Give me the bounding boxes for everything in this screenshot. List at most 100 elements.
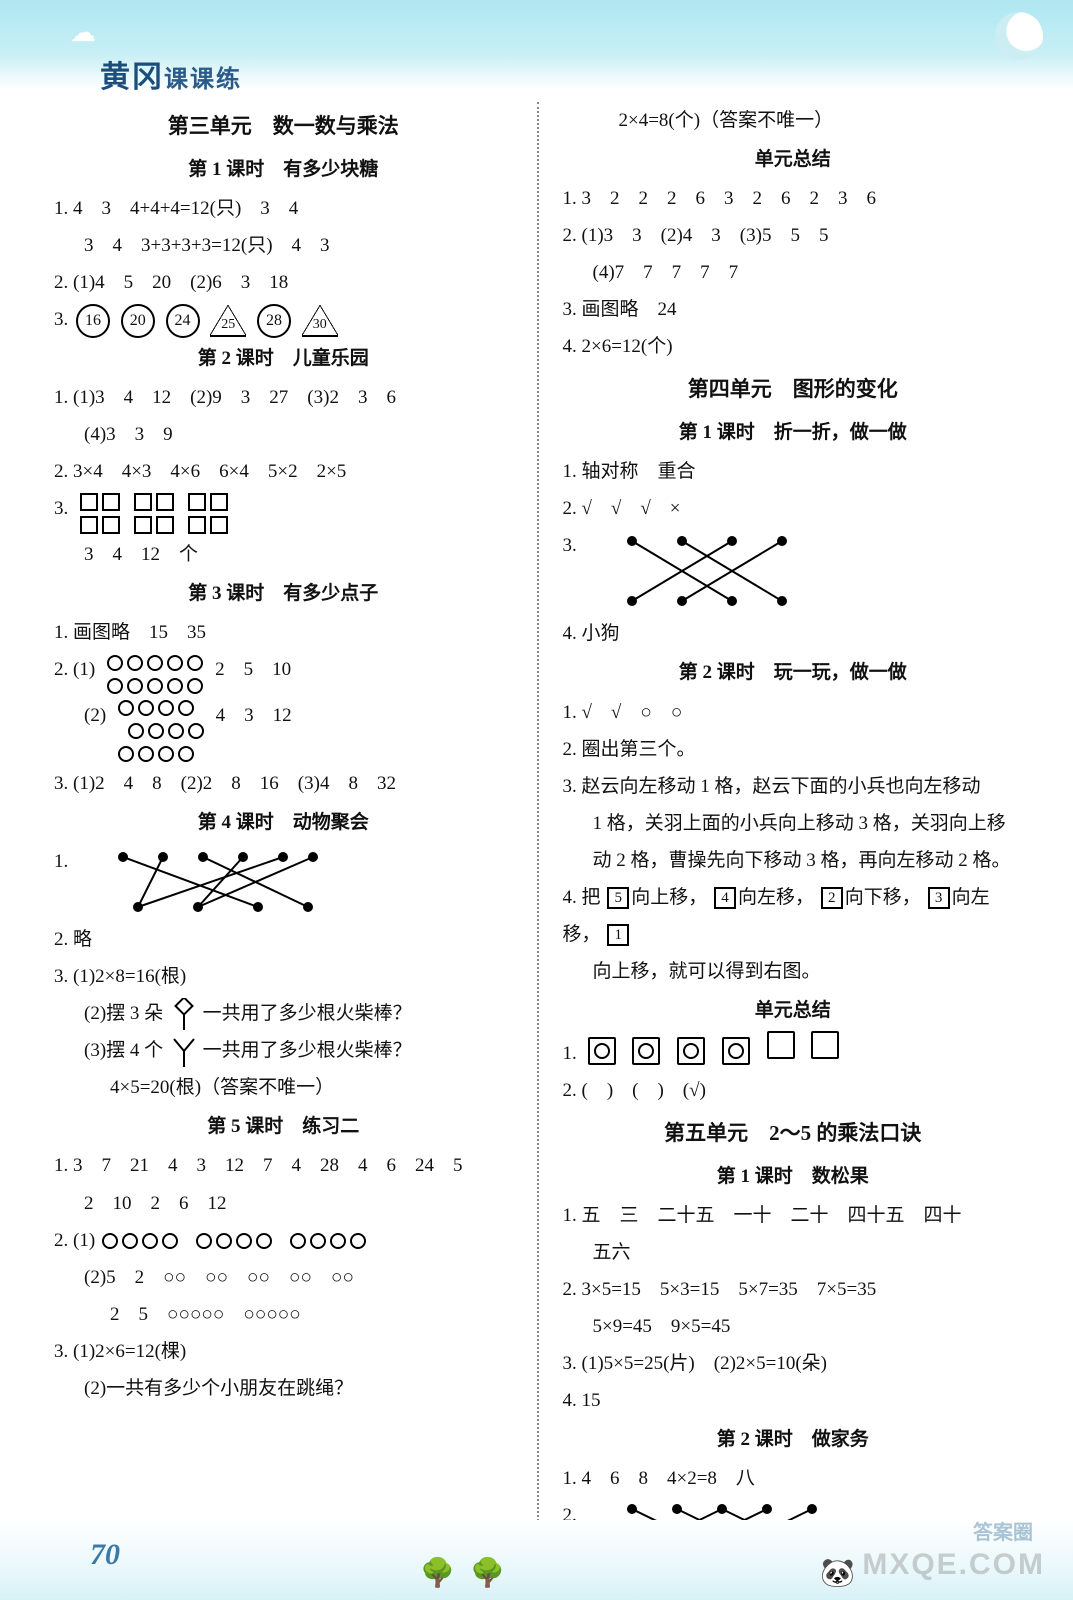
- text-line: 1. 画图略 15 35: [54, 614, 513, 651]
- text-line: 3. 画图略 24: [563, 291, 1024, 328]
- cross-diagram: [617, 531, 797, 611]
- shape-triangle: 25: [210, 305, 246, 337]
- unit-summary-title: 单元总结: [563, 141, 1024, 178]
- watermark-small: 答案圈: [973, 1516, 1033, 1545]
- text-line: 五六: [563, 1234, 1024, 1271]
- text-line: 2. (1)3 3 (2)4 3 (3)5 5 5: [563, 217, 1024, 254]
- square-group: [78, 490, 122, 536]
- q2-2-circles: (2) 4 3 12: [54, 697, 513, 765]
- text-line: 2. 3×4 4×3 4×6 6×4 5×2 2×5: [54, 453, 513, 490]
- q4-move-line: 4. 把 5向上移， 4向左移， 2向下移， 3向左移， 1: [563, 879, 1024, 953]
- prefix: 1.: [563, 1043, 577, 1064]
- boxed-square-icon: [811, 1031, 839, 1059]
- text-line: 1. 4 6 8 4×2=8 八: [563, 1460, 1024, 1497]
- cup-icon: [168, 1035, 198, 1069]
- text-line: (4)3 3 9: [54, 416, 513, 453]
- unit3-title: 第三单元 数一数与乘法: [54, 106, 513, 147]
- brand-suffix: 课课练: [164, 67, 242, 93]
- text-line: 2 10 2 6 12: [54, 1185, 513, 1222]
- shape-circle: 16: [76, 304, 110, 338]
- q3-shapes-row: 3. 16 20 24 25 28 30: [54, 301, 513, 338]
- watermark: MXQE.COM: [862, 1548, 1045, 1582]
- circle-group: [105, 651, 205, 697]
- text-line: 5×9=45 9×5=45: [563, 1308, 1024, 1345]
- text-line: (3)摆 4 个 一共用了多少根火柴棒？: [54, 1032, 513, 1069]
- page-number: 70: [90, 1538, 120, 1572]
- moon-icon: [995, 12, 1043, 60]
- label: (2): [84, 697, 106, 734]
- lesson2-title: 第 2 课时 儿童乐园: [54, 340, 513, 377]
- text-line: 1. √ √ ○ ○: [563, 694, 1024, 731]
- text-line: 3. (1)2×6=12(棵): [54, 1333, 513, 1370]
- text-line: (2)一共有多少个小朋友在跳绳？: [54, 1370, 513, 1407]
- text-line: 2 5 ○○○○○ ○○○○○: [54, 1296, 513, 1333]
- q3-prefix: 3.: [563, 527, 577, 564]
- q1-shape-row: 1.: [563, 1031, 1024, 1072]
- unit4-title: 第四单元 图形的变化: [563, 369, 1024, 410]
- text-line: (4)7 7 7 7 7: [563, 254, 1024, 291]
- right-column: 2×4=8(个)（答案不唯一） 单元总结 1. 3 2 2 2 6 3 2 6 …: [539, 102, 1036, 1565]
- lesson5-title: 第 5 课时 练习二: [54, 1108, 513, 1145]
- text-line: 2. 圈出第三个。: [563, 731, 1024, 768]
- text-line: 3 4 12 个: [54, 536, 513, 573]
- text-line: 1. 五 三 二十五 一十 二十 四十五 四十: [563, 1197, 1024, 1234]
- text-line: 1. (1)3 4 12 (2)9 3 27 (3)2 3 6: [54, 379, 513, 416]
- u5l2-title: 第 2 课时 做家务: [563, 1421, 1024, 1458]
- text-line: 1. 轴对称 重合: [563, 453, 1024, 490]
- boxed-circle-icon: [588, 1037, 616, 1065]
- text-line: 4. 15: [563, 1382, 1024, 1419]
- tail: 4 3 12: [216, 697, 292, 734]
- text-line: 4×5=20(根)（答案不唯一）: [54, 1069, 513, 1106]
- unit-summary-title: 单元总结: [563, 992, 1024, 1029]
- num-box: 5: [607, 887, 629, 909]
- shape-circle: 28: [257, 304, 291, 338]
- text-line: 2. √ √ √ ×: [563, 490, 1024, 527]
- prefix: 4. 把: [563, 887, 601, 908]
- text-line: 4. 小狗: [563, 615, 1024, 652]
- u5l1-title: 第 1 课时 数松果: [563, 1158, 1024, 1195]
- q3-prefix: 3.: [54, 309, 68, 330]
- tail: 2 5 10: [215, 651, 291, 688]
- label: 2. (1): [54, 651, 95, 688]
- text-line: 2×4=8(个)（答案不唯一）: [563, 102, 1024, 139]
- q2-1-circles: 2. (1) 2 5 10: [54, 651, 513, 697]
- panda-icon: 🐼: [820, 1556, 855, 1590]
- text-line: 1. 4 3 4+4+4=12(只) 3 4: [54, 190, 513, 227]
- header-bar: ☁ 黄冈课课练: [0, 0, 1073, 90]
- text-line: 2. (1)4 5 20 (2)6 3 18: [54, 264, 513, 301]
- num-box: 4: [714, 887, 736, 909]
- brand-prefix: 黄冈: [100, 61, 164, 94]
- text-line: (2)摆 3 朵 一共用了多少根火柴棒？: [54, 995, 513, 1032]
- text-line: 2. 略: [54, 921, 513, 958]
- q3-squares-row: 3.: [54, 490, 513, 536]
- cloud-icon: ☁: [70, 18, 96, 48]
- num-box: 1: [607, 924, 629, 946]
- text-line: 向上移，就可以得到右图。: [563, 953, 1024, 990]
- text-line: 2. ( ) ( ) (√): [563, 1072, 1024, 1109]
- num-box: 3: [928, 887, 950, 909]
- boxed-square-icon: [767, 1031, 795, 1059]
- text-line: 1. 3 7 21 4 3 12 7 4 28 4 6 24 5: [54, 1147, 513, 1184]
- boxed-circle-icon: [677, 1037, 705, 1065]
- q3-cross-diagram: 3.: [563, 527, 1024, 615]
- num-box: 2: [821, 887, 843, 909]
- text-line: 1. 3 2 2 2 6 3 2 6 2 3 6: [563, 180, 1024, 217]
- brand-title: 黄冈课课练: [100, 52, 242, 96]
- lesson4-title: 第 4 课时 动物聚会: [54, 804, 513, 841]
- q1-diagram-row: 1.: [54, 843, 513, 921]
- u4l2-title: 第 2 课时 玩一玩，做一做: [563, 654, 1024, 691]
- text-line: 3 4 3+3+3+3=12(只) 4 3: [54, 227, 513, 264]
- shape-triangle: 30: [302, 305, 338, 337]
- tree-icon: 🌳: [470, 1556, 505, 1590]
- text-line: (2)5 2 ○○ ○○ ○○ ○○ ○○: [54, 1259, 513, 1296]
- text-line: 3. (1)2 4 8 (2)2 8 16 (3)4 8 32: [54, 765, 513, 802]
- unit5-title: 第五单元 2～5 的乘法口诀: [563, 1113, 1024, 1154]
- text-line: 动 2 格，曹操先向下移动 3 格，再向左移动 2 格。: [563, 842, 1024, 879]
- text-line: 3. (1)2×8=16(根): [54, 958, 513, 995]
- tree-icon: 🌳: [420, 1556, 455, 1590]
- q3-prefix: 3.: [54, 490, 68, 527]
- q2-1-row: 2. (1): [54, 1222, 513, 1259]
- lesson3-title: 第 3 课时 有多少点子: [54, 575, 513, 612]
- square-group: [132, 490, 176, 536]
- lesson1-title: 第 1 课时 有多少块糖: [54, 151, 513, 188]
